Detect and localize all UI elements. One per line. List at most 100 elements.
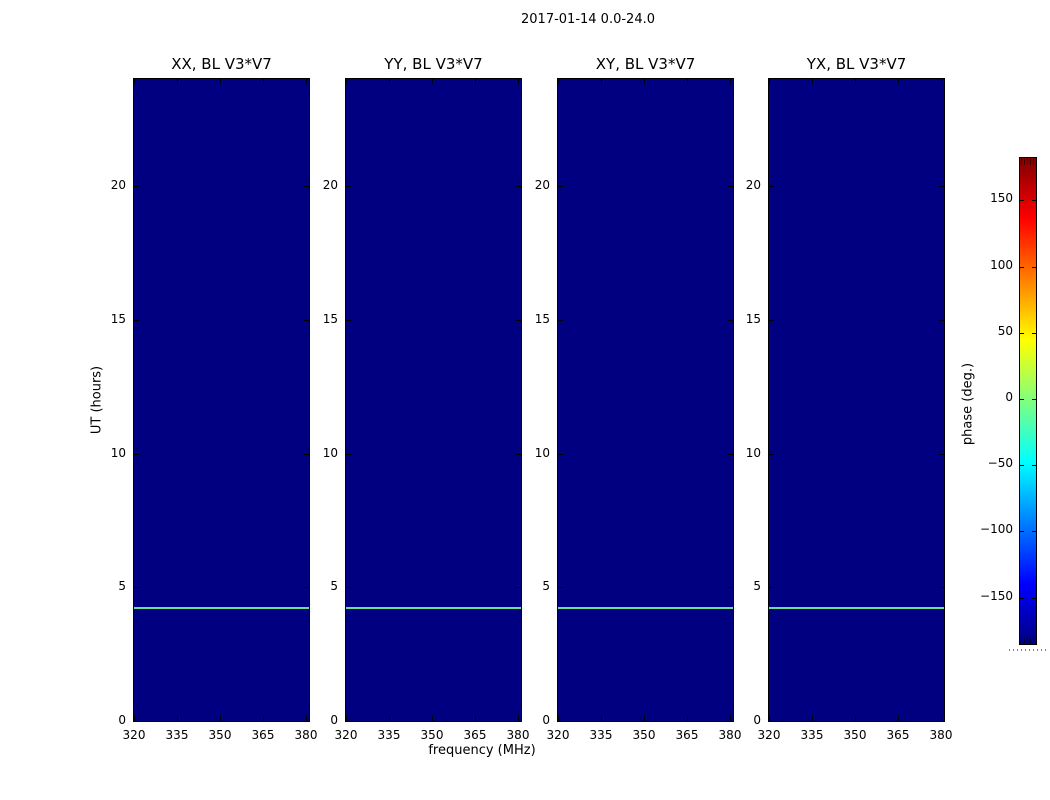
y-tick-mark-right [939, 454, 944, 455]
x-tick-mark-top [941, 79, 942, 84]
y-tick-mark-left [346, 587, 351, 588]
colorbar-tick-mark-right [1032, 465, 1036, 466]
event-line [558, 607, 733, 609]
x-tick-mark-top [263, 79, 264, 84]
x-tick-mark-top [769, 79, 770, 84]
y-tick-mark-left [769, 587, 774, 588]
y-tick-label: 5 [330, 579, 338, 593]
x-tick-mark-top [389, 79, 390, 84]
colorbar-tick-mark-right [1032, 267, 1036, 268]
x-tick-mark-top [432, 79, 433, 84]
colorbar-tick-mark-left [1020, 200, 1024, 201]
y-tick-mark-left [134, 454, 139, 455]
x-tick-mark-top [306, 79, 307, 84]
colorbar-top-hatch [1021, 159, 1035, 165]
figure-title: 2017-01-14 0.0-24.0 [521, 12, 655, 27]
y-tick-mark-right [516, 454, 521, 455]
y-tick-label: 20 [322, 178, 338, 192]
colorbar-tick-mark-left [1020, 598, 1024, 599]
x-tick-label: 380 [506, 728, 530, 742]
x-tick-mark-bottom [263, 716, 264, 721]
x-tick-mark-bottom [220, 716, 221, 721]
y-tick-mark-right [728, 587, 733, 588]
x-tick-mark-top [855, 79, 856, 84]
x-tick-mark-bottom [601, 716, 602, 721]
colorbar-tick-mark-right [1032, 399, 1036, 400]
x-tick-mark-bottom [558, 716, 559, 721]
x-tick-mark-top [558, 79, 559, 84]
x-tick-label: 320 [546, 728, 570, 742]
x-tick-mark-bottom [855, 716, 856, 721]
event-line [346, 607, 521, 609]
y-tick-mark-right [728, 721, 733, 722]
colorbar-tick-label: −50 [987, 456, 1013, 470]
y-tick-mark-right [304, 186, 309, 187]
y-tick-mark-left [134, 320, 139, 321]
x-tick-label: 335 [800, 728, 824, 742]
y-tick-mark-right [728, 454, 733, 455]
x-tick-mark-bottom [475, 716, 476, 721]
x-tick-label: 320 [757, 728, 781, 742]
x-tick-label: 365 [675, 728, 699, 742]
colorbar-tick-label: 50 [997, 324, 1013, 338]
colorbar-tick-mark-left [1020, 465, 1024, 466]
y-tick-label: 20 [745, 178, 761, 192]
x-tick-label: 320 [122, 728, 146, 742]
x-axis-label: frequency (MHz) [428, 743, 536, 758]
y-tick-mark-left [558, 587, 563, 588]
x-tick-mark-top [730, 79, 731, 84]
y-tick-mark-left [769, 721, 774, 722]
y-tick-mark-left [134, 721, 139, 722]
x-tick-mark-top [812, 79, 813, 84]
y-tick-label: 15 [110, 312, 126, 326]
x-tick-mark-bottom [898, 716, 899, 721]
x-tick-label: 335 [589, 728, 613, 742]
x-tick-label: 350 [420, 728, 444, 742]
y-tick-mark-right [939, 587, 944, 588]
y-tick-mark-left [134, 587, 139, 588]
y-tick-label: 0 [118, 713, 126, 727]
x-tick-mark-top [475, 79, 476, 84]
x-tick-mark-bottom [389, 716, 390, 721]
y-tick-mark-left [558, 721, 563, 722]
y-tick-mark-left [558, 186, 563, 187]
heatmap-panel-xx: XX, BL V3*V7 320 335 350 365 380 0 5 10 15 20 [111, 55, 318, 742]
event-line [134, 607, 309, 609]
y-tick-label: 10 [745, 446, 761, 460]
x-tick-mark-bottom [644, 716, 645, 721]
x-tick-label: 350 [632, 728, 656, 742]
y-tick-mark-left [558, 454, 563, 455]
y-tick-label: 0 [542, 713, 550, 727]
x-tick-mark-top [644, 79, 645, 84]
y-tick-mark-left [769, 454, 774, 455]
y-tick-mark-left [346, 186, 351, 187]
x-tick-mark-top [518, 79, 519, 84]
y-tick-mark-right [304, 587, 309, 588]
x-tick-label: 320 [334, 728, 358, 742]
x-tick-mark-bottom [306, 716, 307, 721]
x-tick-mark-bottom [812, 716, 813, 721]
colorbar-tick-mark-right [1032, 598, 1036, 599]
panel-title-yx: YX, BL V3*V7 [806, 55, 907, 73]
y-tick-mark-right [304, 454, 309, 455]
colorbar-bottom-hatch [1021, 637, 1035, 643]
colorbar-tick-mark-left [1020, 267, 1024, 268]
x-tick-mark-top [177, 79, 178, 84]
x-tick-label: 335 [377, 728, 401, 742]
x-tick-label: 380 [929, 728, 953, 742]
x-tick-mark-bottom [134, 716, 135, 721]
y-tick-label: 5 [118, 579, 126, 593]
y-tick-mark-left [769, 320, 774, 321]
x-tick-mark-top [687, 79, 688, 84]
colorbar-tick-label: 0 [1005, 390, 1013, 404]
x-tick-mark-bottom [730, 716, 731, 721]
x-tick-mark-bottom [346, 716, 347, 721]
y-tick-mark-right [939, 320, 944, 321]
y-tick-mark-left [134, 186, 139, 187]
y-tick-label: 20 [110, 178, 126, 192]
x-tick-mark-top [134, 79, 135, 84]
y-tick-mark-left [769, 186, 774, 187]
x-tick-label: 335 [165, 728, 189, 742]
y-tick-mark-right [304, 721, 309, 722]
colorbar-tick-label: −100 [980, 522, 1013, 536]
